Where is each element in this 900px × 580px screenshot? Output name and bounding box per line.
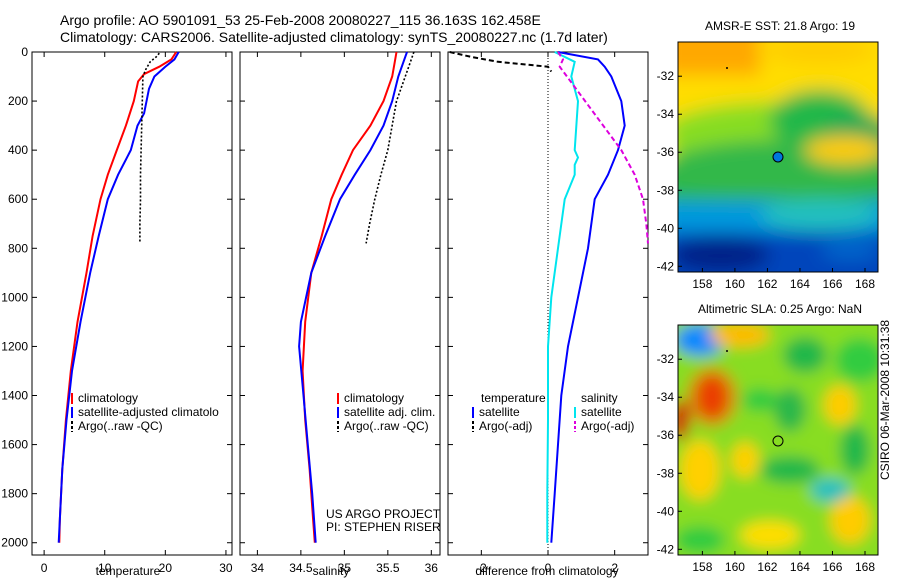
sla-lon-tick-label: 166: [822, 560, 842, 574]
diff-legend-temp-argo-label: Argo(-adj): [479, 419, 532, 433]
sal-legend-climatology-label: climatology: [344, 391, 404, 405]
depth-tick-label: 600: [8, 192, 28, 206]
sst-lat-tick-label: -38: [657, 183, 675, 197]
salinity-xtick-label: 35.5: [376, 561, 400, 575]
sla-map: [677, 324, 879, 556]
sst-lon-tick-label: 164: [790, 277, 810, 291]
sla-lat-tick-label: -42: [657, 542, 675, 556]
depth-tick-label: 0: [21, 45, 28, 59]
sla-lon-tick-label: 160: [725, 560, 745, 574]
diff-legend-temperature-header: temperature: [481, 391, 546, 405]
sla-field: [678, 325, 878, 555]
climatology-title: Climatology: CARS2006. Satellite-adjuste…: [60, 29, 608, 45]
difference-series-black-line: [449, 51, 553, 73]
sst-lat-tick-label: -36: [657, 145, 675, 159]
sla-lon-tick-label: 164: [790, 560, 810, 574]
salinity-plot-frame: [239, 51, 441, 556]
depth-tick-label: 200: [8, 94, 28, 108]
temperature-series-red-line: [58, 51, 178, 543]
temperature-plot-frame: [31, 51, 233, 556]
sst-lon-tick-label: 168: [855, 277, 875, 291]
sst-lat-tick-label: -32: [657, 69, 675, 83]
sla-map-title: Altimetric SLA: 0.25 Argo: NaN: [698, 302, 862, 316]
temperature-xlabel: temperature: [96, 564, 161, 578]
credit-line1: US ARGO PROJECT: [326, 507, 441, 521]
sst-field: [678, 42, 878, 272]
credit-line2: PI: STEPHEN RISER: [326, 520, 441, 534]
difference-xtick-label: 0: [545, 561, 552, 575]
salinity-xlabel: salinity: [313, 564, 350, 578]
salinity-series-blue-line: [298, 51, 408, 543]
sla-argo-marker: [772, 435, 784, 447]
sla-lat-tick-label: -40: [657, 504, 675, 518]
depth-tick-label: 1200: [1, 339, 28, 353]
salinity-xtick-label: 34.5: [289, 561, 313, 575]
sla-lat-tick-label: -32: [657, 352, 675, 366]
diff-legend-temp-satellite-label: satellite: [479, 405, 520, 419]
depth-tick-label: 1800: [1, 487, 28, 501]
sst-argo-marker: [772, 151, 784, 163]
depth-tick-label: 1600: [1, 438, 28, 452]
temperature-xtick-label: 20: [159, 561, 173, 575]
sst-lat-tick-label: -42: [657, 259, 675, 273]
temperature-xtick-label: 0: [41, 561, 48, 575]
sla-lat-tick-label: -38: [657, 466, 675, 480]
temperature-xtick-label: 30: [219, 561, 233, 575]
difference-series-cyan-line: [546, 51, 580, 543]
difference-series-blue-line: [550, 51, 626, 543]
sla-lat-tick-label: -36: [657, 428, 675, 442]
diff-legend-sal-satellite-label: satellite: [581, 405, 622, 419]
temp-legend-climatology-label: climatology: [78, 391, 138, 405]
difference-xtick-label: 2: [611, 561, 618, 575]
sst-lon-tick-label: 158: [692, 277, 712, 291]
depth-tick-label: 1000: [1, 290, 28, 304]
diff-legend-sal-argo-label: Argo(-adj): [581, 419, 634, 433]
sst-lon-tick-label: 160: [725, 277, 745, 291]
sal-legend-satellite-label: satellite adj. clim.: [344, 405, 435, 419]
difference-series-magenta-line: [557, 51, 649, 244]
temp-legend-satellite-label: satellite-adjusted climatolo: [78, 405, 219, 419]
sst-map-title: AMSR-E SST: 21.8 Argo: 19: [705, 19, 855, 33]
sla-lon-tick-label: 168: [855, 560, 875, 574]
salinity-xtick-label: 36: [425, 561, 439, 575]
depth-tick-label: 1400: [1, 389, 28, 403]
sst-lat-tick-label: -34: [657, 107, 675, 121]
csiro-timestamp: CSIRO 06-Mar-2008 10:31:38: [878, 319, 892, 480]
sst-lat-tick-label: -40: [657, 221, 675, 235]
temperature-series-blue-line: [57, 51, 180, 543]
depth-tick-label: 2000: [1, 536, 28, 550]
salinity-series-black-line: [365, 51, 415, 244]
depth-tick-label: 800: [8, 241, 28, 255]
sst-lon-tick-label: 166: [822, 277, 842, 291]
sal-legend-argo-label: Argo(..raw -QC): [344, 419, 429, 433]
profile-title: Argo profile: AO 5901091_53 25-Feb-2008 …: [60, 12, 541, 28]
sla-lat-tick-label: -34: [657, 390, 675, 404]
salinity-xtick-label: 34: [251, 561, 265, 575]
sla-lon-tick-label: 162: [757, 560, 777, 574]
sla-lon-tick-label: 158: [692, 560, 712, 574]
depth-tick-label: 400: [8, 143, 28, 157]
temperature-series-black-line: [139, 52, 160, 244]
diff-legend-salinity-header: salinity: [581, 391, 618, 405]
temperature-xtick-label: 10: [98, 561, 112, 575]
temp-legend-argo-label: Argo(..raw -QC): [78, 419, 163, 433]
salinity-xtick-label: 35: [338, 561, 352, 575]
difference-xtick-label: -2: [476, 561, 487, 575]
sst-lon-tick-label: 162: [757, 277, 777, 291]
difference-xlabel: difference from climatology: [475, 564, 618, 578]
sst-map: [677, 41, 879, 273]
